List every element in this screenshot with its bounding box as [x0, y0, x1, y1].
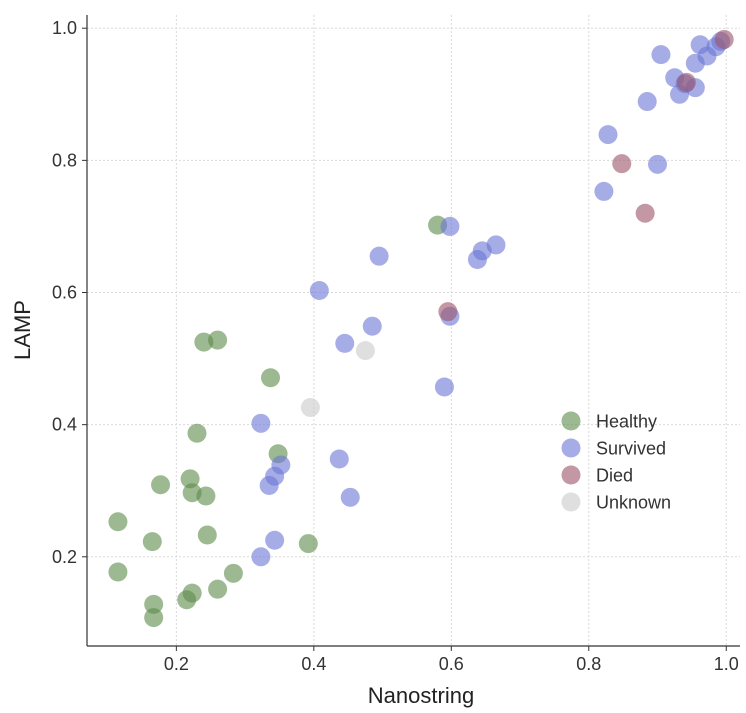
- data-point-survived: [362, 316, 382, 336]
- data-point-healthy: [197, 525, 217, 545]
- data-point-healthy: [223, 563, 243, 583]
- data-point-survived: [651, 45, 671, 65]
- x-tick-label: 0.6: [439, 654, 464, 674]
- data-point-survived: [251, 547, 271, 567]
- data-point-survived: [340, 487, 360, 507]
- y-axis-label: LAMP: [10, 300, 35, 360]
- data-point-healthy: [208, 579, 228, 599]
- data-point-healthy: [196, 486, 216, 506]
- y-tick-label: 0.2: [52, 547, 77, 567]
- data-point-survived: [329, 449, 349, 469]
- data-point-died: [714, 29, 734, 49]
- data-point-survived: [486, 235, 506, 255]
- data-point-survived: [265, 530, 285, 550]
- data-point-healthy: [180, 469, 200, 489]
- grid: [87, 15, 740, 646]
- legend-label-healthy: Healthy: [596, 412, 657, 432]
- data-point-healthy: [142, 532, 162, 552]
- data-point-healthy: [144, 608, 164, 628]
- data-point-healthy: [261, 368, 281, 388]
- y-tick-label: 0.4: [52, 415, 77, 435]
- data-point-survived: [335, 333, 355, 353]
- x-tick-label: 0.4: [301, 654, 326, 674]
- legend: Healthy Survived Died Unknown: [561, 411, 671, 513]
- legend-marker-died: [561, 465, 581, 485]
- y-ticks: 0.2 0.4 0.6 0.8 1.0: [52, 18, 87, 567]
- data-point-healthy: [182, 583, 202, 603]
- x-tick-label: 0.8: [576, 654, 601, 674]
- data-point-healthy: [108, 512, 128, 532]
- data-point-healthy: [208, 330, 228, 350]
- data-point-healthy: [298, 534, 318, 554]
- data-point-unknown: [300, 397, 320, 417]
- data-point-survived: [594, 181, 614, 201]
- data-point-healthy: [151, 475, 171, 495]
- data-point-survived: [434, 377, 454, 397]
- data-point-healthy: [187, 423, 207, 443]
- legend-marker-unknown: [561, 492, 581, 512]
- data-point-survived: [271, 455, 291, 475]
- x-ticks: 0.2 0.4 0.6 0.8 1.0: [164, 646, 739, 674]
- axes: [86, 15, 740, 647]
- legend-marker-healthy: [561, 411, 581, 431]
- data-point-survived: [440, 216, 460, 236]
- legend-label-died: Died: [596, 466, 633, 486]
- data-point-survived: [251, 413, 271, 433]
- legend-label-unknown: Unknown: [596, 493, 671, 513]
- data-point-survived: [598, 125, 618, 145]
- data-point-healthy: [144, 594, 164, 614]
- data-point-survived: [648, 154, 668, 174]
- y-tick-label: 1.0: [52, 18, 77, 38]
- legend-label-survived: Survived: [596, 439, 666, 459]
- data-point-died: [676, 72, 696, 92]
- data-point-survived: [309, 281, 329, 301]
- x-axis-label: Nanostring: [368, 683, 474, 708]
- x-tick-label: 1.0: [714, 654, 739, 674]
- data-point-unknown: [355, 341, 375, 361]
- data-point-healthy: [108, 562, 128, 582]
- data-points: [108, 29, 734, 628]
- x-tick-label: 0.2: [164, 654, 189, 674]
- y-tick-label: 0.8: [52, 150, 77, 170]
- legend-marker-survived: [561, 438, 581, 458]
- y-tick-label: 0.6: [52, 283, 77, 303]
- data-point-survived: [637, 92, 657, 112]
- data-point-survived: [369, 246, 389, 266]
- data-point-died: [438, 302, 458, 322]
- data-point-died: [635, 203, 655, 223]
- data-point-died: [612, 154, 632, 174]
